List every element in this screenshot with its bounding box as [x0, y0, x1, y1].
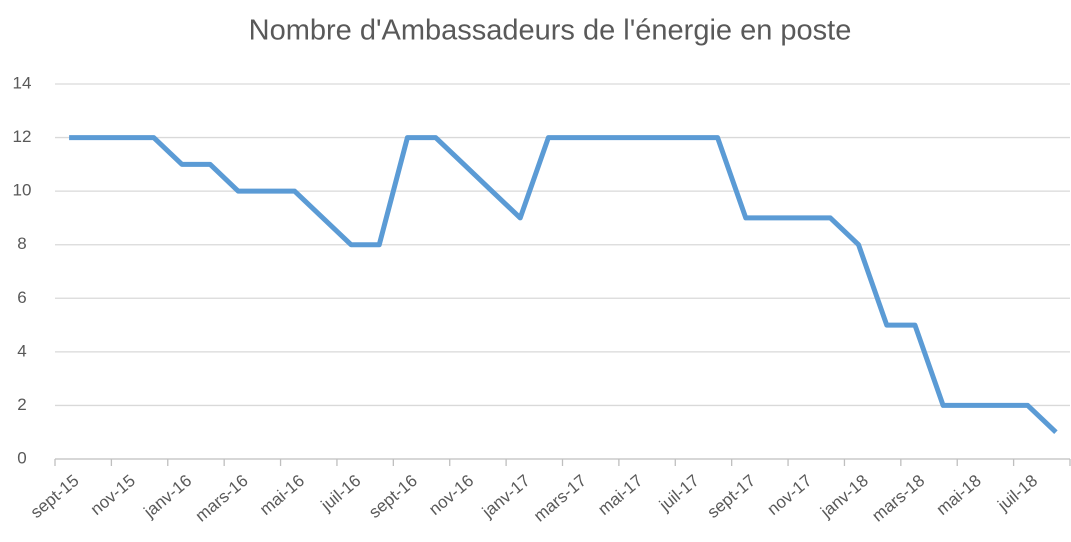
x-tick-label: nov-16 [425, 471, 477, 519]
x-tick-label: janv-16 [140, 471, 196, 522]
x-tick-label: juil-18 [993, 471, 1041, 515]
y-tick-label: 4 [17, 341, 26, 360]
data-line [69, 135, 1058, 435]
y-tick-label: 12 [13, 127, 32, 146]
x-tick-label: janv-17 [478, 471, 534, 522]
x-tick-label: mars-16 [192, 471, 252, 526]
chart-title: Nombre d'Ambassadeurs de l'énergie en po… [249, 15, 852, 47]
x-tick-label: nov-15 [87, 471, 139, 519]
y-tick-label: 10 [13, 181, 32, 200]
x-tick-label: mars-17 [530, 471, 590, 526]
x-tick-label: sept-15 [27, 471, 83, 522]
x-tick-label: sept-17 [704, 471, 760, 522]
y-tick-label: 8 [17, 234, 26, 253]
x-tick-label: mai-18 [933, 471, 985, 519]
y-tick-label: 6 [17, 288, 26, 307]
x-tick-label: nov-17 [764, 471, 816, 519]
x-tick-label: mai-17 [594, 471, 646, 519]
x-tick-label: mai-16 [256, 471, 308, 519]
x-tick-label: juil-16 [317, 471, 365, 515]
x-tick-label: janv-18 [816, 471, 872, 522]
y-tick-label: 0 [17, 448, 26, 467]
x-tick-label: sept-16 [365, 471, 421, 522]
x-tick-label: juil-17 [655, 471, 703, 515]
y-tick-label: 14 [13, 73, 32, 92]
y-tick-label: 2 [17, 395, 26, 414]
x-tick-label: mars-18 [868, 471, 928, 526]
